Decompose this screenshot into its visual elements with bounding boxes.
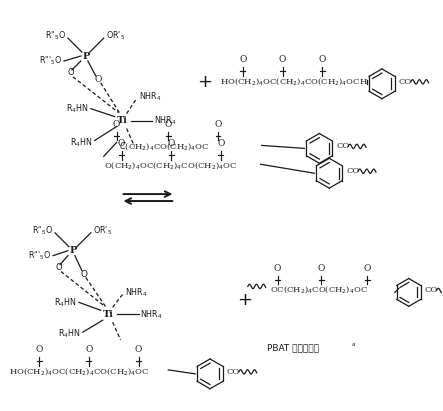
Text: $\mathit{C}$(CH$_{2}$)$_{4}$CO(CH$_{2}$)$_{4}$OC: $\mathit{C}$(CH$_{2}$)$_{4}$CO(CH$_{2}$)…	[119, 141, 209, 152]
Text: CO: CO	[399, 78, 412, 86]
Text: R$_{4}$HN: R$_{4}$HN	[70, 136, 93, 149]
Text: O: O	[319, 55, 326, 64]
Text: O: O	[363, 263, 371, 272]
Text: O: O	[113, 120, 120, 129]
Text: O: O	[56, 263, 62, 272]
Text: PBAT 聚酯分子链: PBAT 聚酯分子链	[267, 344, 319, 353]
Text: O: O	[318, 263, 325, 272]
Text: O: O	[118, 139, 125, 148]
Text: R"$_{5}$O: R"$_{5}$O	[32, 224, 53, 237]
Text: P: P	[82, 51, 89, 60]
Text: OC(CH$_{2}$)$_{4}$CO(CH$_{2}$)$_{4}$OC: OC(CH$_{2}$)$_{4}$CO(CH$_{2}$)$_{4}$OC	[270, 284, 368, 296]
Text: O: O	[85, 345, 93, 354]
Text: CO: CO	[227, 368, 240, 376]
Text: HO(CH$_{2}$)$_{4}$OC(CH$_{2}$)$_{4}$CO(CH$_{2}$)$_{4}$OCH: HO(CH$_{2}$)$_{4}$OC(CH$_{2}$)$_{4}$CO(C…	[220, 76, 368, 87]
Text: O: O	[239, 55, 246, 64]
Text: CO: CO	[336, 142, 350, 150]
Text: O: O	[214, 120, 222, 129]
Text: NHR$_{4}$: NHR$_{4}$	[124, 286, 147, 299]
Text: O(CH$_{2}$)$_{4}$OC(CH$_{2}$)$_{4}$CO(CH$_{2}$)$_{4}$OC: O(CH$_{2}$)$_{4}$OC(CH$_{2}$)$_{4}$CO(CH…	[104, 160, 237, 171]
Text: O: O	[135, 345, 142, 354]
Text: +: +	[198, 73, 213, 91]
Text: O: O	[279, 55, 286, 64]
Text: O: O	[80, 270, 87, 279]
Text: O: O	[217, 139, 225, 148]
Text: R"$_{5}$O: R"$_{5}$O	[45, 30, 66, 42]
Text: R"'$_{5}$O: R"'$_{5}$O	[28, 249, 51, 262]
Text: NHR$_{4}$: NHR$_{4}$	[139, 90, 161, 103]
Text: +: +	[237, 291, 253, 309]
Text: O: O	[167, 139, 175, 148]
Text: CO: CO	[425, 286, 438, 294]
Text: P: P	[69, 246, 77, 255]
Text: Ti: Ti	[117, 116, 128, 125]
Text: HO(CH$_{2}$)$_{4}$OC(CH$_{2}$)$_{4}$CO(CH$_{2}$)$_{4}$OC: HO(CH$_{2}$)$_{4}$OC(CH$_{2}$)$_{4}$CO(C…	[9, 366, 150, 377]
Text: O: O	[165, 120, 172, 129]
Text: O: O	[94, 75, 101, 84]
Text: CO: CO	[346, 167, 359, 175]
Text: R$_{4}$HN: R$_{4}$HN	[66, 102, 89, 115]
Text: $^{a}$: $^{a}$	[351, 342, 356, 351]
Text: R$_{4}$HN: R$_{4}$HN	[58, 328, 81, 340]
Text: O: O	[35, 345, 43, 354]
Text: R$_{4}$HN: R$_{4}$HN	[54, 296, 77, 309]
Text: OR'$_{5}$: OR'$_{5}$	[106, 30, 125, 42]
Text: Ti: Ti	[103, 310, 114, 319]
Text: NHR$_{4}$: NHR$_{4}$	[140, 308, 163, 321]
Text: NHR$_{4}$: NHR$_{4}$	[155, 114, 177, 127]
Text: O: O	[274, 263, 281, 272]
Text: OR'$_{5}$: OR'$_{5}$	[93, 224, 112, 237]
Text: R"'$_{5}$O: R"'$_{5}$O	[39, 55, 62, 67]
Text: O: O	[68, 68, 74, 77]
